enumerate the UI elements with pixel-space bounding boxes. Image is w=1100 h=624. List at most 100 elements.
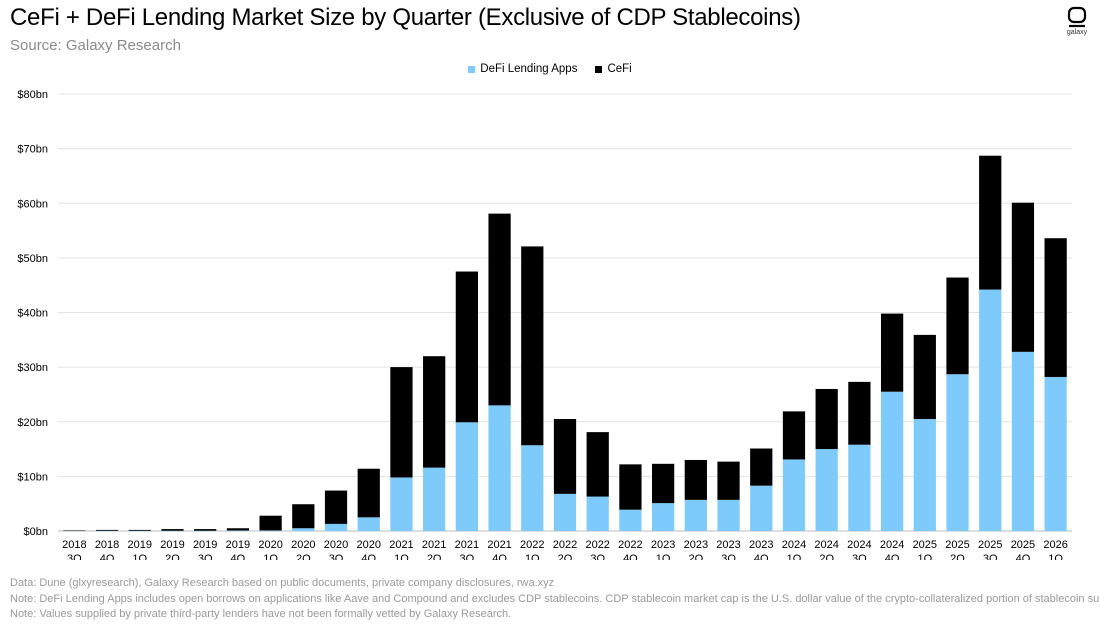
x-tick-label-year: 2020 bbox=[324, 539, 348, 551]
x-tick-label-year: 2023 bbox=[684, 539, 708, 551]
x-tick-label-quarter: 4Q bbox=[623, 553, 638, 560]
legend-item-defi: DeFi Lending Apps bbox=[468, 63, 577, 75]
bar-cefi bbox=[292, 504, 315, 529]
bar-defi-lending-apps bbox=[684, 499, 707, 531]
x-tick-label-year: 2024 bbox=[880, 539, 904, 551]
bar-defi-lending-apps bbox=[586, 496, 609, 531]
bar-defi-lending-apps bbox=[63, 530, 86, 532]
x-tick-label-quarter: 4Q bbox=[361, 553, 376, 560]
bar-defi-lending-apps bbox=[652, 503, 675, 531]
bar-cefi bbox=[324, 490, 348, 524]
bar-defi-lending-apps bbox=[226, 530, 250, 531]
bar-cefi bbox=[913, 334, 936, 420]
x-tick-label-year: 2020 bbox=[291, 539, 315, 551]
x-tick-label-quarter: 1Q bbox=[656, 553, 671, 560]
bar-cefi bbox=[259, 515, 282, 531]
x-tick-label-year: 2023 bbox=[716, 539, 740, 551]
y-tick-label: $60bn bbox=[17, 198, 48, 210]
bar-defi-lending-apps bbox=[979, 289, 1002, 531]
bar-defi-lending-apps bbox=[357, 517, 380, 531]
x-tick-label-year: 2021 bbox=[422, 539, 446, 551]
x-tick-label-quarter: 3Q bbox=[721, 553, 736, 560]
bar-defi-lending-apps bbox=[619, 509, 642, 531]
bar-cefi bbox=[488, 213, 511, 406]
x-tick-label-quarter: 3Q bbox=[198, 553, 213, 560]
bar-defi-lending-apps bbox=[292, 528, 315, 531]
bar-cefi bbox=[553, 419, 577, 494]
stacked-bar-chart: $0bn $10bn $20bn $30bn $40bn $50bn $60bn $70bn $… bbox=[17, 89, 1072, 560]
galaxy-logo-text: galaxy bbox=[1066, 29, 1088, 36]
y-tick-label: $10bn bbox=[17, 471, 48, 483]
bar-cefi bbox=[455, 271, 478, 423]
x-tick-label-quarter: 4Q bbox=[1016, 553, 1031, 560]
x-tick-label-year: 2025 bbox=[913, 539, 937, 551]
x-tick-label-quarter: 1Q bbox=[525, 553, 540, 560]
bar-cefi bbox=[750, 448, 773, 486]
x-tick-label-quarter: 2Q bbox=[688, 553, 703, 560]
y-tick-label: $20bn bbox=[17, 417, 48, 429]
legend-label-cefi: CeFi bbox=[607, 63, 632, 75]
bar-defi-lending-apps bbox=[750, 485, 773, 531]
bar-defi-lending-apps bbox=[194, 530, 217, 532]
legend-swatch-defi bbox=[468, 65, 476, 73]
y-tick-label: $80bn bbox=[17, 89, 48, 101]
galaxy-logo-icon bbox=[1067, 6, 1087, 28]
x-tick-label-year: 2024 bbox=[814, 539, 838, 551]
bar-defi-lending-apps bbox=[880, 391, 904, 531]
x-tick-label-year: 2018 bbox=[62, 539, 86, 551]
x-tick-label-year: 2019 bbox=[160, 539, 184, 551]
x-tick-label-quarter: 3Q bbox=[329, 553, 344, 560]
x-tick-label-year: 2022 bbox=[520, 539, 544, 551]
x-tick-label-quarter: 2Q bbox=[558, 553, 573, 560]
bar-defi-lending-apps bbox=[95, 530, 119, 532]
bar-defi-lending-apps bbox=[390, 477, 413, 531]
bar-cefi bbox=[161, 529, 184, 531]
x-tick-label-quarter: 1Q bbox=[394, 553, 409, 560]
x-tick-label-year: 2025 bbox=[1011, 539, 1035, 551]
x-tick-label-year: 2020 bbox=[258, 539, 282, 551]
x-tick-label-quarter: 2Q bbox=[950, 553, 965, 560]
x-tick-label-quarter: 4Q bbox=[492, 553, 507, 560]
x-tick-label-year: 2022 bbox=[585, 539, 609, 551]
bar-defi-lending-apps bbox=[455, 422, 478, 531]
note-defi-definition: Note: DeFi Lending Apps includes open bo… bbox=[10, 592, 1100, 605]
bar-defi-lending-apps bbox=[1044, 376, 1067, 531]
x-tick-label-quarter: 1Q bbox=[263, 553, 278, 560]
bar-cefi bbox=[782, 411, 806, 460]
x-tick-label-quarter: 1Q bbox=[917, 553, 932, 560]
chart-title: CeFi + DeFi Lending Market Size by Quart… bbox=[10, 4, 801, 31]
y-tick-label: $40bn bbox=[17, 308, 48, 320]
x-tick-label-quarter: 1Q bbox=[1048, 553, 1063, 560]
x-tick-label-year: 2023 bbox=[651, 539, 675, 551]
y-tick-label: $50bn bbox=[17, 253, 48, 265]
bar-cefi bbox=[1044, 238, 1067, 377]
bar-cefi bbox=[423, 356, 446, 468]
bar-cefi bbox=[717, 461, 740, 500]
x-tick-label-year: 2019 bbox=[226, 539, 250, 551]
x-tick-label-year: 2022 bbox=[553, 539, 577, 551]
x-tick-label-quarter: 4Q bbox=[231, 553, 246, 560]
x-tick-label-year: 2020 bbox=[356, 539, 380, 551]
x-tick-label-quarter: 1Q bbox=[787, 553, 802, 560]
galaxy-logo: galaxy bbox=[1060, 6, 1094, 36]
bar-defi-lending-apps bbox=[782, 459, 806, 531]
bar-cefi bbox=[946, 277, 969, 375]
x-tick-label-quarter: 2Q bbox=[296, 553, 311, 560]
bar-cefi bbox=[979, 155, 1002, 290]
x-tick-label-quarter: 2Q bbox=[165, 553, 180, 560]
x-tick-label-year: 2025 bbox=[945, 539, 969, 551]
note-vetting: Note: Values supplied by private third-p… bbox=[10, 608, 512, 620]
legend-swatch-cefi bbox=[595, 65, 603, 73]
x-tick-label-year: 2021 bbox=[487, 539, 511, 551]
x-tick-label-year: 2018 bbox=[95, 539, 119, 551]
bar-defi-lending-apps bbox=[161, 530, 184, 532]
bar-defi-lending-apps bbox=[324, 523, 348, 531]
note-data-source: Data: Dune (glxyresearch), Galaxy Resear… bbox=[10, 577, 555, 589]
bar-cefi bbox=[586, 432, 609, 497]
x-tick-label-quarter: 3Q bbox=[590, 553, 605, 560]
bar-defi-lending-apps bbox=[717, 499, 740, 531]
legend-item-cefi: CeFi bbox=[595, 63, 632, 75]
bar-cefi bbox=[880, 313, 904, 392]
bar-defi-lending-apps bbox=[488, 405, 511, 531]
bar-cefi bbox=[815, 388, 838, 450]
